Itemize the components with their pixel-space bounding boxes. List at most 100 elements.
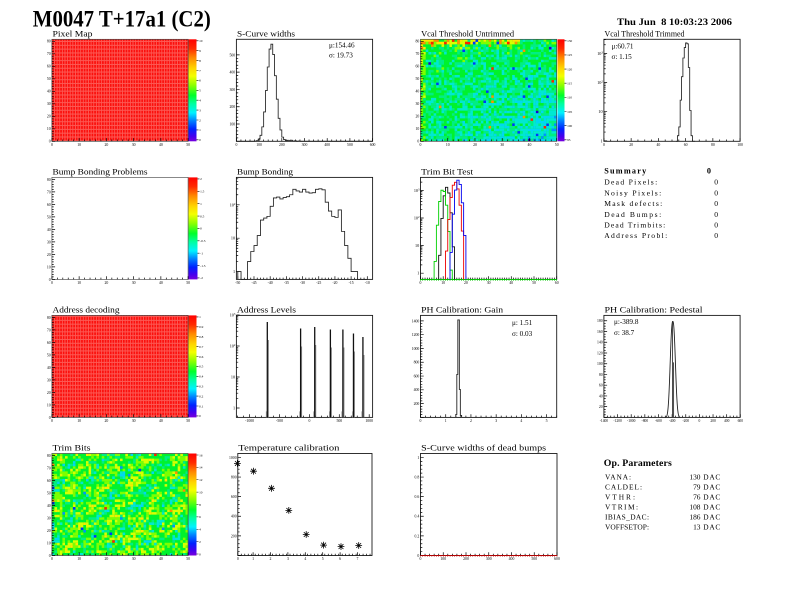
svg-text:-500: -500	[276, 419, 283, 423]
svg-text:-45: -45	[251, 281, 256, 285]
svg-text:40: 40	[159, 557, 163, 561]
svg-text:0.5: 0.5	[200, 214, 205, 218]
svg-text:20: 20	[47, 391, 51, 395]
svg-text:5: 5	[546, 419, 548, 423]
svg-text:400: 400	[509, 557, 515, 561]
svg-text:-20: -20	[332, 281, 337, 285]
svg-text:0: 0	[714, 210, 718, 219]
svg-text:10: 10	[441, 281, 445, 285]
svg-text:0.8: 0.8	[415, 475, 420, 479]
svg-text:40: 40	[656, 143, 660, 147]
svg-text:-1: -1	[200, 251, 203, 255]
svg-text:40: 40	[599, 394, 603, 398]
svg-text:VOFFSETOP:: VOFFSETOP:	[605, 522, 649, 531]
svg-text:60: 60	[416, 65, 420, 69]
svg-text:0: 0	[714, 221, 718, 230]
svg-text:50: 50	[186, 281, 190, 285]
svg-text:80: 80	[47, 40, 51, 44]
svg-text:76: 76	[693, 492, 701, 501]
svg-text:50: 50	[47, 215, 51, 219]
svg-text:3: 3	[199, 108, 201, 112]
svg-text:PH Calibration: Pedestal: PH Calibration: Pedestal	[605, 306, 704, 315]
svg-text:20: 20	[104, 143, 108, 147]
svg-text:200: 200	[231, 534, 237, 538]
svg-text:40: 40	[528, 143, 532, 147]
svg-text:1: 1	[601, 138, 603, 143]
svg-text:30: 30	[487, 281, 491, 285]
svg-text:0.9: 0.9	[199, 325, 204, 329]
svg-text:6: 6	[199, 79, 201, 83]
svg-text:1000: 1000	[365, 419, 373, 423]
svg-text:0: 0	[714, 178, 718, 187]
svg-text:100: 100	[597, 362, 603, 366]
svg-text:Dead Trimbits:: Dead Trimbits:	[604, 221, 665, 230]
svg-text:125: 125	[567, 53, 572, 57]
svg-text:0.1: 0.1	[199, 404, 204, 408]
svg-text:20: 20	[416, 115, 420, 119]
svg-text:DAC: DAC	[703, 482, 720, 491]
svg-text:30: 30	[500, 143, 504, 147]
svg-text:20: 20	[104, 281, 108, 285]
svg-text:20: 20	[104, 419, 108, 423]
svg-text:30: 30	[132, 419, 136, 423]
svg-text:1400: 1400	[412, 319, 420, 323]
svg-text:0: 0	[49, 416, 51, 420]
svg-text:40: 40	[159, 143, 163, 147]
svg-text:30: 30	[416, 102, 420, 106]
svg-text:Pixel Map: Pixel Map	[53, 30, 93, 39]
svg-text:-0.5: -0.5	[200, 239, 206, 243]
svg-text:70: 70	[47, 52, 51, 56]
svg-text:20: 20	[47, 115, 51, 119]
svg-text:0: 0	[417, 140, 419, 144]
svg-text:10: 10	[77, 419, 81, 423]
svg-text:50: 50	[47, 353, 51, 357]
svg-text:130: 130	[567, 39, 572, 43]
svg-text:102: 102	[414, 215, 420, 220]
svg-text:80: 80	[47, 178, 51, 182]
svg-text:10: 10	[231, 236, 235, 241]
svg-text:60: 60	[684, 143, 688, 147]
svg-text:14: 14	[199, 466, 203, 470]
svg-text:VANA:: VANA:	[605, 472, 631, 481]
svg-text:60: 60	[599, 384, 603, 388]
svg-text:30: 30	[132, 281, 136, 285]
svg-text:-1400: -1400	[600, 419, 609, 423]
svg-text:μ:-389.8: μ:-389.8	[614, 318, 639, 326]
svg-text:Dead Pixels:: Dead Pixels:	[604, 178, 657, 187]
svg-text:103: 103	[597, 51, 603, 56]
svg-text:600: 600	[738, 419, 744, 423]
svg-text:-15: -15	[349, 281, 354, 285]
svg-text:70: 70	[47, 328, 51, 332]
svg-text:0: 0	[237, 557, 239, 561]
svg-text:120: 120	[567, 67, 572, 71]
svg-text:0: 0	[699, 419, 701, 423]
svg-text:30: 30	[47, 378, 51, 382]
svg-text:103: 103	[414, 188, 420, 193]
svg-text:10: 10	[199, 490, 203, 494]
svg-text:Mask defects:: Mask defects:	[604, 199, 662, 208]
svg-text:400: 400	[324, 143, 330, 147]
svg-text:70: 70	[47, 190, 51, 194]
svg-text:2: 2	[199, 540, 201, 544]
svg-text:60: 60	[47, 203, 51, 207]
svg-text:DAC: DAC	[703, 522, 720, 531]
svg-text:DAC: DAC	[703, 492, 720, 501]
svg-text:100: 100	[229, 122, 235, 126]
svg-text:140: 140	[597, 341, 603, 345]
svg-text:500: 500	[229, 53, 235, 57]
svg-text:1: 1	[199, 315, 201, 319]
svg-text:PH Calibration: Gain: PH Calibration: Gain	[421, 306, 504, 315]
svg-text:20: 20	[599, 405, 603, 409]
svg-text:S-Curve widths: S-Curve widths	[237, 30, 295, 39]
svg-text:8: 8	[199, 59, 201, 63]
svg-text:Bump Bonding Problems: Bump Bonding Problems	[53, 168, 148, 177]
svg-text:6: 6	[199, 515, 201, 519]
svg-text:100: 100	[440, 557, 446, 561]
svg-text:1: 1	[252, 557, 254, 561]
svg-text:-50: -50	[235, 281, 240, 285]
svg-text:DAC: DAC	[703, 472, 720, 481]
svg-text:600: 600	[370, 143, 376, 147]
svg-text:50: 50	[47, 491, 51, 495]
svg-text:30: 30	[132, 557, 136, 561]
svg-text:DAC: DAC	[703, 502, 720, 511]
